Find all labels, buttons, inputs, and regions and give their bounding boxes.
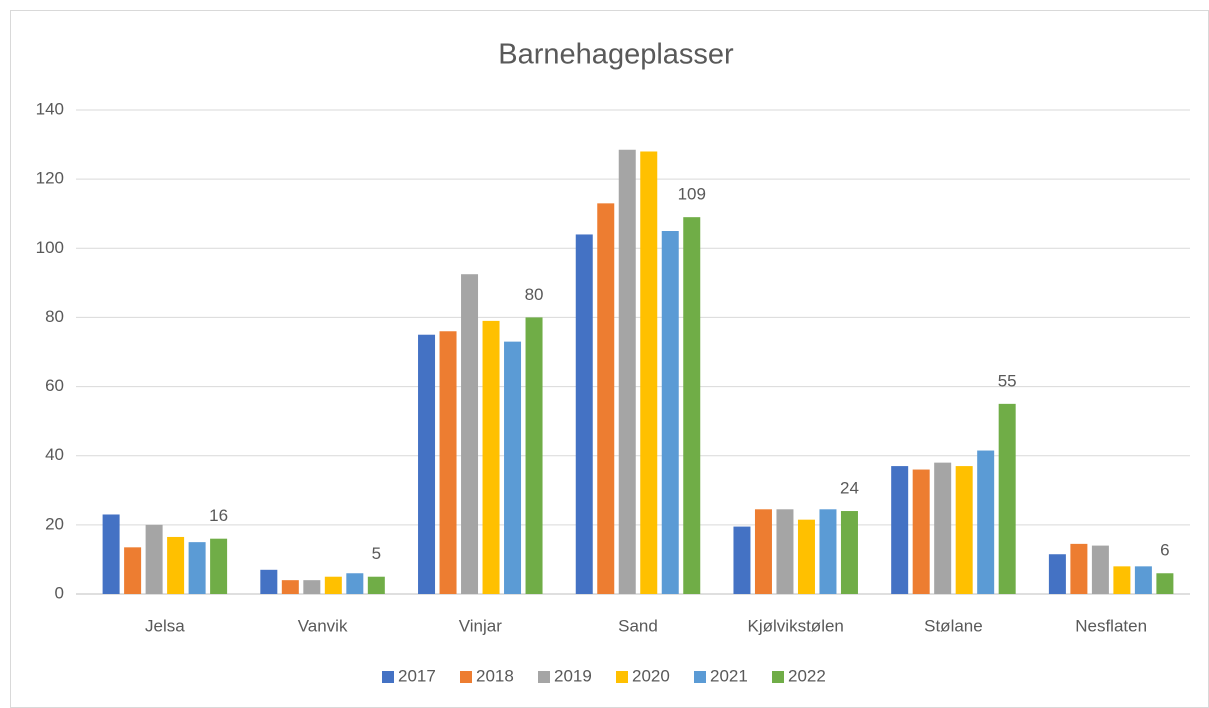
bar [1156,573,1174,594]
y-tick-label: 20 [45,514,64,533]
bar [754,509,772,594]
bar [439,331,457,594]
y-tick-label: 140 [36,99,64,118]
bar [124,547,142,594]
legend-swatch [460,671,472,683]
bar [934,462,952,594]
bar [912,469,930,594]
x-tick-label: Vanvik [298,616,348,635]
x-tick-label: Vinjar [459,616,502,635]
bar [776,509,794,594]
legend-swatch [382,671,394,683]
bar [145,524,163,594]
data-label: 5 [372,544,381,563]
x-tick-label: Jelsa [145,616,185,635]
x-tick-label: Kjølvikstølen [748,616,844,635]
bar [303,580,321,594]
bar [1091,545,1109,594]
legend-label: 2017 [398,666,436,685]
bar [797,519,815,594]
bar [324,576,342,594]
bar [260,569,278,594]
bar [1134,566,1152,594]
bar [504,341,522,594]
x-tick-label: Stølane [924,616,983,635]
data-label: 6 [1160,541,1169,560]
data-label: 16 [209,506,228,525]
legend-swatch [616,671,628,683]
bar [977,450,995,594]
bar [1113,566,1131,594]
bar [167,536,185,594]
y-tick-label: 100 [36,238,64,257]
bar [640,151,658,594]
x-tick-label: Sand [618,616,658,635]
legend-label: 2021 [710,666,748,685]
legend-label: 2020 [632,666,670,685]
y-tick-label: 80 [45,307,64,326]
bar [891,466,909,594]
bar [1070,543,1088,594]
data-label: 55 [998,371,1017,390]
bar [102,514,120,594]
x-tick-label: Nesflaten [1075,616,1147,635]
data-label: 24 [840,479,859,498]
bar [840,511,858,594]
legend-label: 2018 [476,666,514,685]
y-tick-label: 120 [36,169,64,188]
bar [210,538,228,594]
bar [525,317,543,594]
bar [575,234,593,594]
legend-label: 2022 [788,666,826,685]
bar [597,203,615,595]
bar [733,526,751,594]
bar [281,580,299,594]
bar [482,320,500,594]
legend-swatch [538,671,550,683]
legend-swatch [772,671,784,683]
legend-swatch [694,671,706,683]
legend-label: 2019 [554,666,592,685]
y-tick-label: 0 [55,583,64,602]
bar [367,576,385,594]
y-tick-label: 40 [45,445,64,464]
data-label: 109 [678,185,706,204]
bar [461,274,479,594]
bar [683,217,701,594]
bar [955,466,973,594]
bar [418,334,436,594]
bar [819,509,837,594]
chart-title: Barnehageplasser [498,39,734,71]
bar [998,403,1016,594]
data-label: 80 [525,285,544,304]
bar [618,149,636,594]
bar [346,573,364,594]
bar [1048,554,1066,594]
y-tick-label: 60 [45,376,64,395]
bar [188,542,206,594]
bar [661,231,679,594]
